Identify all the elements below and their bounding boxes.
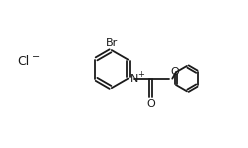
Text: N: N — [130, 74, 139, 84]
Text: Br: Br — [106, 38, 118, 48]
Text: Cl: Cl — [18, 55, 30, 68]
Text: +: + — [137, 70, 144, 79]
Text: O: O — [146, 99, 155, 109]
Text: O: O — [171, 67, 179, 77]
Text: −: − — [32, 52, 40, 62]
